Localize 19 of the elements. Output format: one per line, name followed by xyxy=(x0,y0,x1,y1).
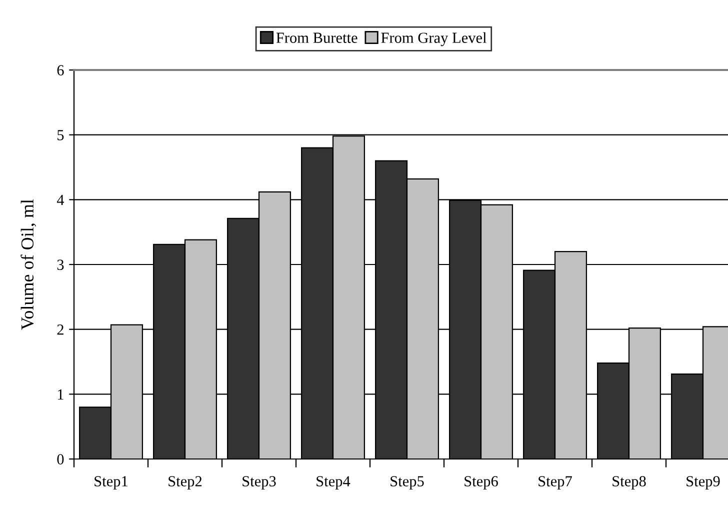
x-tick-label: Step3 xyxy=(242,476,276,490)
y-tick-label: 0 xyxy=(57,454,64,464)
y-tick-label: 6 xyxy=(57,65,64,76)
y-tick-label: 4 xyxy=(56,194,64,205)
y-tick-label: 5 xyxy=(58,130,64,140)
x-tick-label: Step9 xyxy=(686,476,720,490)
y-tick-label: 1 xyxy=(58,389,64,400)
x-tick-label: Step8 xyxy=(612,476,646,490)
x-tick-label: Step1 xyxy=(94,476,128,490)
y-axis-title: Volume of Oil, ml xyxy=(20,199,36,330)
x-tick-label: Step2 xyxy=(168,476,202,490)
legend-label: From Burette xyxy=(276,32,358,43)
x-tick-label: Step6 xyxy=(464,476,498,490)
y-tick-label: 2 xyxy=(57,324,64,335)
legend-label: From Gray Level xyxy=(381,32,486,46)
x-tick-label: Step7 xyxy=(538,476,572,490)
x-tick-label: Step5 xyxy=(390,476,424,490)
y-tick-label: 3 xyxy=(57,260,64,270)
x-tick-label: Step4 xyxy=(316,476,350,490)
